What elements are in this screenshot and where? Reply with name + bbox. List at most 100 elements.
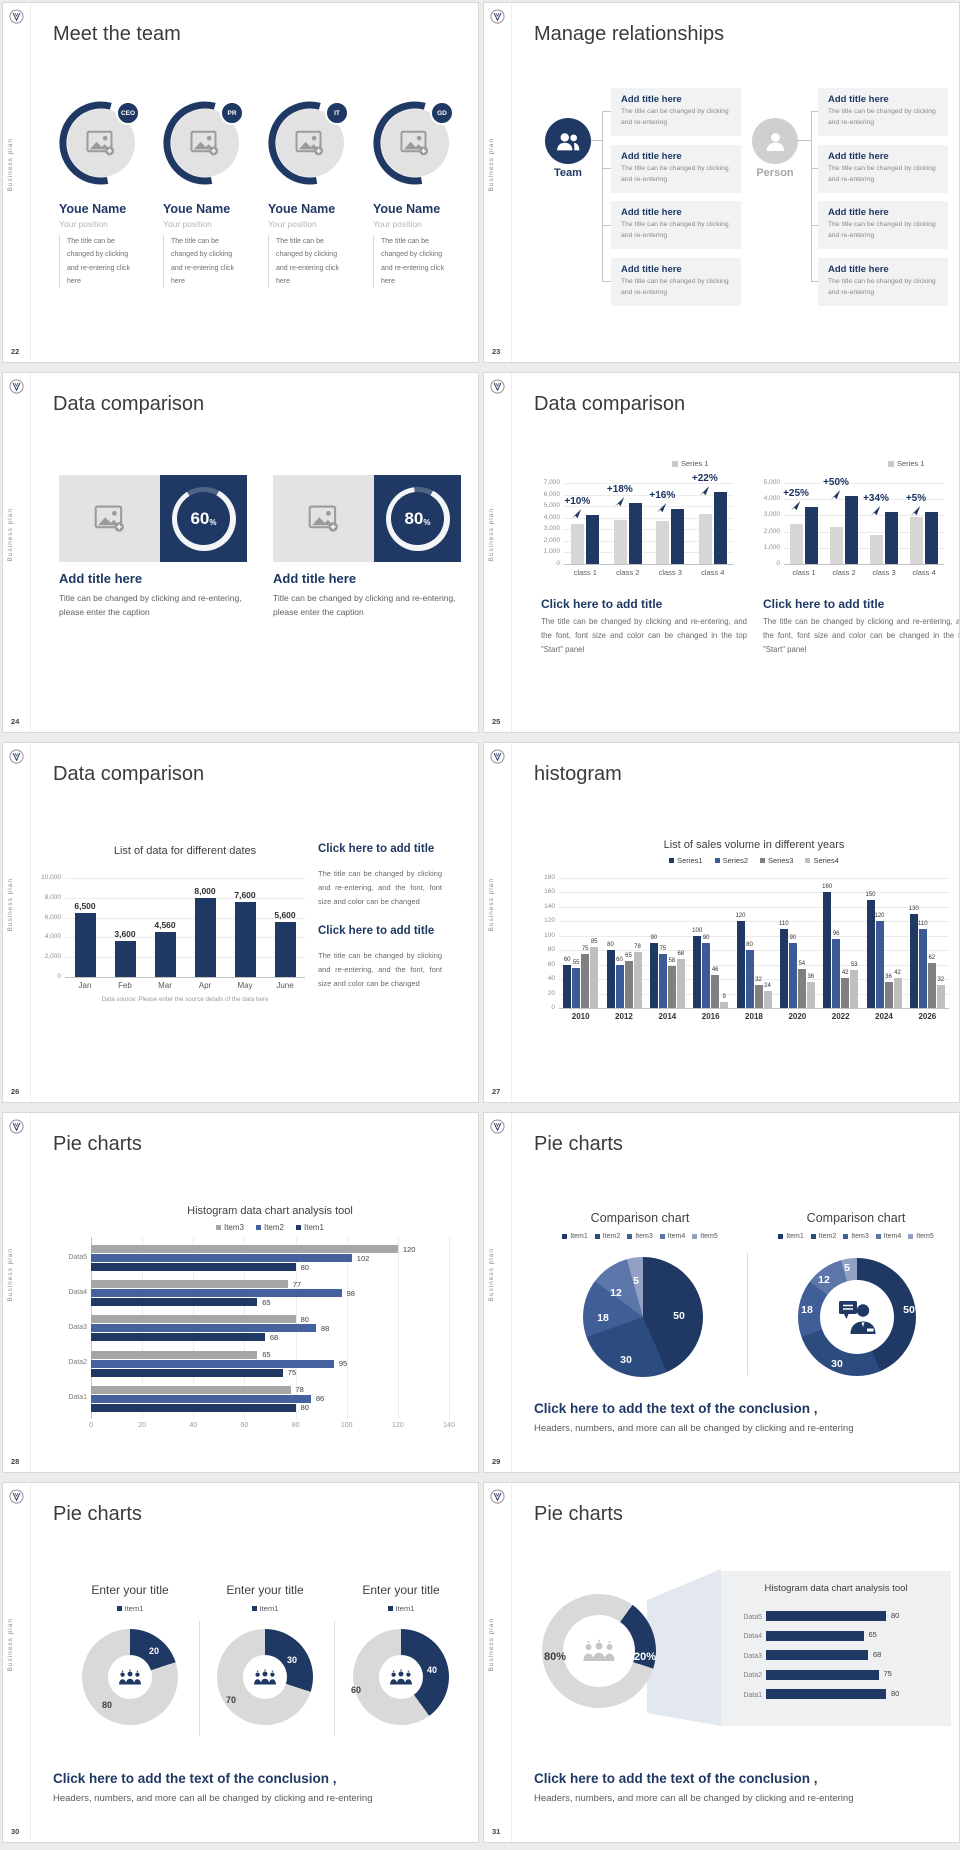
slice-label: 20% (633, 1651, 657, 1663)
caption-title: Click here to add title (763, 597, 885, 611)
org-item-box: Add title here The title can be changed b… (818, 201, 948, 249)
legend-swatch (627, 1234, 633, 1239)
x-tick-label: 80 (291, 1422, 300, 1429)
y-tick-label: 1,000 (543, 548, 560, 556)
slide-title: Pie charts (53, 1503, 142, 1525)
bar-data-label: 5,600 (274, 909, 296, 920)
x-tick-label: 2024 (875, 1012, 893, 1021)
bar-value-label: 80 (300, 1403, 309, 1413)
bar (606, 950, 615, 1008)
legend-item: Item2 (594, 1233, 620, 1240)
caption-body: The title can be changed by clicking and… (318, 951, 442, 988)
bar (850, 969, 859, 1008)
bar (884, 982, 893, 1008)
slide-content: Enter your title Item1 20 80 Enter your titl… (3, 1483, 478, 1842)
team-icon (557, 132, 580, 150)
chart-legend: Series 1 (672, 459, 709, 468)
slide-card-31[interactable]: Business plan Pie charts 31 Histogram da… (483, 1482, 960, 1843)
legend-swatch (387, 1606, 393, 1611)
x-tick-label: class 2 (832, 568, 856, 577)
member-position: Your position (163, 219, 212, 229)
slide-card-22[interactable]: Business plan Meet the team 22 CEO Youe N… (2, 2, 479, 363)
x-tick-label: Apr (198, 981, 212, 990)
category-label: Data5 (743, 1613, 762, 1621)
bar (702, 943, 711, 1008)
slide-card-28[interactable]: Business plan Pie charts 28 Histogram da… (2, 1112, 479, 1473)
legend-swatch (659, 1234, 665, 1239)
x-tick-label: 2022 (831, 1012, 850, 1021)
connector-line (811, 111, 820, 112)
left-divider (30, 743, 31, 1102)
growth-annotation: +22% (691, 473, 718, 485)
page-number: 29 (492, 1457, 501, 1466)
y-tick-label: 0 (551, 1004, 555, 1011)
connector-line (811, 168, 820, 169)
bar (91, 1280, 288, 1289)
page-number: 27 (492, 1087, 501, 1096)
slide-content: Comparison chart Comparison chart Item1 Ite… (484, 1113, 959, 1472)
bar (790, 523, 803, 564)
slice-label: 50 (903, 1304, 915, 1316)
y-tick-label: 4,000 (763, 495, 780, 503)
y-tick-label: 2,000 (543, 536, 560, 544)
org-item-box: Add title here The title can be changed b… (611, 145, 741, 193)
bar (720, 1001, 729, 1008)
bar-value-label: 55 (572, 960, 580, 967)
chart-title: Enter your title (362, 1583, 440, 1597)
y-gridline (564, 564, 734, 565)
slide-card-26[interactable]: Business plan Data comparison 26 List of… (2, 742, 479, 1103)
y-tick-label: 100 (544, 931, 555, 939)
legend-label: Item1 (259, 1604, 279, 1613)
legend-item: Item3 (843, 1233, 869, 1240)
slice-label: 20 (148, 1646, 159, 1656)
left-divider (511, 373, 512, 732)
bar-data-label: 8,000 (194, 885, 216, 896)
legend-item: Item2 (255, 1223, 284, 1232)
y-gridline (564, 483, 734, 484)
connector-line (602, 111, 603, 282)
bar (845, 496, 858, 564)
school-logo-icon (490, 1119, 505, 1134)
bar (698, 514, 712, 564)
pointer-arrow-icon (790, 501, 801, 511)
slide-title: Manage relationships (534, 23, 725, 45)
bar (927, 963, 936, 1008)
y-tick-label: 2,000 (44, 953, 61, 961)
left-divider (511, 1113, 512, 1472)
bar-value-label: 88 (321, 1323, 330, 1333)
slide-card-25[interactable]: Business plan Data comparison 25 0 1,000 2… (483, 372, 960, 733)
caption-body: The title can be changed by clicking and… (541, 617, 747, 655)
bar (91, 1263, 296, 1271)
legend-item: Item5 (908, 1233, 934, 1240)
member-description: The title can be changed by clicking and… (373, 235, 453, 289)
x-gridline (397, 1237, 399, 1419)
slide-card-29[interactable]: Business plan Pie charts 29 Comparison c… (483, 1112, 960, 1473)
bar-value-label: 96 (832, 930, 840, 937)
slide-card-30[interactable]: Business plan Pie charts 30 Enter your t… (2, 1482, 479, 1843)
bar-value-label: 86 (315, 1394, 325, 1404)
slide-content: List of data for different dates 0 2,000 4,… (3, 743, 478, 1102)
category-label: Data2 (743, 1672, 762, 1680)
bar (806, 982, 815, 1008)
slice-label: 12 (610, 1287, 622, 1299)
legend-item: Item3 (627, 1233, 653, 1240)
bar (91, 1324, 316, 1333)
y-tick-label: 120 (544, 917, 555, 925)
growth-annotation: +18% (606, 483, 633, 495)
org-item-body: The title can be changed by clicking and… (828, 165, 936, 183)
slide-card-23[interactable]: Business plan Manage relationships 23 Te… (483, 2, 960, 363)
legend-label: Series 1 (897, 459, 925, 468)
slide-title: Pie charts (53, 1133, 142, 1155)
slide-title: Meet the team (53, 23, 181, 45)
y-gridline (564, 552, 734, 554)
legend-item: Item4 (659, 1233, 685, 1240)
slide-card-24[interactable]: Business plan Data comparison 24 60% Add … (2, 372, 479, 733)
donut-ring (583, 1257, 703, 1377)
slide-card-27[interactable]: Business plan histogram 27 List of sales… (483, 742, 960, 1103)
legend-item: Series3 (760, 856, 793, 865)
bar (194, 897, 216, 977)
bar (870, 534, 883, 564)
bar-value-label: 60 (563, 956, 571, 963)
org-node-circle (545, 118, 591, 164)
bar (841, 977, 850, 1008)
